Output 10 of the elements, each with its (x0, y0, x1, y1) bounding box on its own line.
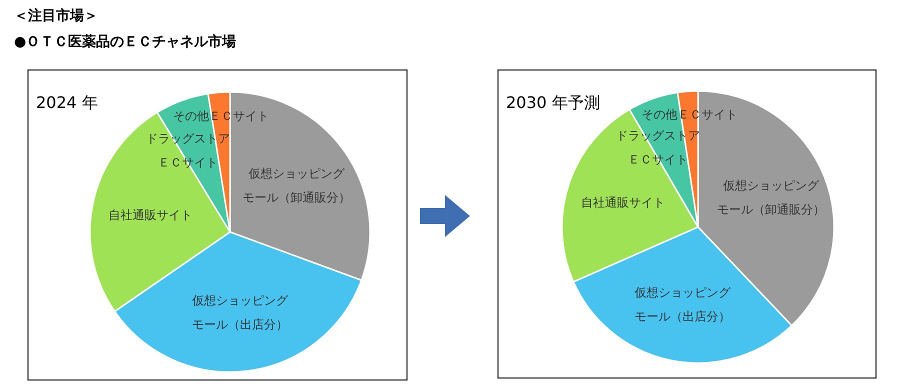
slice-label: 仮想ショッピングモール（卸通販分） (717, 178, 826, 217)
slice-label: 仮想ショッピングモール（出店分） (633, 285, 732, 324)
slice-label: 仮想ショッピングモール（卸通販分） (242, 166, 351, 205)
chart-title: 2024 年 (36, 93, 98, 112)
chart-title: 2030 年予測 (506, 93, 600, 112)
text: ●ＯＴＣ医薬品のＥＣチャネル市場 (14, 33, 236, 50)
text: ＜注目市場＞ (14, 7, 98, 24)
slice-label: 自社通販サイト (580, 196, 665, 210)
slice-label: 仮想ショッピングモール（出店分） (191, 294, 290, 332)
slice-label: 自社通販サイト (108, 208, 193, 222)
